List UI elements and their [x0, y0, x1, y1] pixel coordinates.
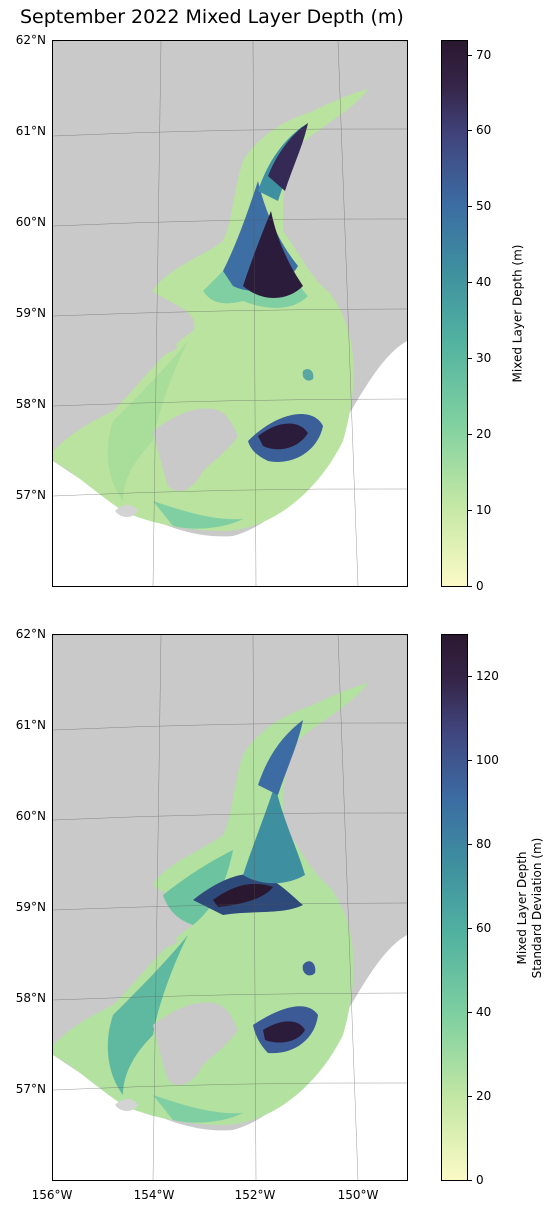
colorbar-tick-label: 50: [476, 199, 492, 213]
lat-label: 58°N: [15, 397, 46, 411]
colorbar-title-bottom: Mixed Layer Depth Standard Deviation (m): [515, 823, 545, 993]
colorbar-bottom: [441, 634, 468, 1181]
lat-label: 57°N: [15, 488, 46, 502]
lat-label: 61°N: [15, 718, 46, 732]
colorbar-title-line1: Mixed Layer Depth: [515, 851, 529, 965]
colorbar-tick-label: 40: [476, 1005, 492, 1019]
colorbar-tick-label: 120: [476, 669, 499, 683]
map-svg-bottom: [53, 635, 407, 1180]
colorbar-tick-label: 0: [476, 1173, 484, 1187]
map-svg-top: [53, 41, 407, 586]
lat-label: 60°N: [15, 809, 46, 823]
colorbar-tick-label: 10: [476, 503, 492, 517]
colorbar-tick-label: 0: [476, 579, 484, 593]
outside-domain-bottom: [53, 935, 407, 1180]
lat-label: 57°N: [15, 1082, 46, 1096]
colorbar-top: [441, 40, 468, 587]
colorbar-tick-label: 80: [476, 837, 492, 851]
lon-label: 152°W: [234, 1188, 276, 1202]
mld-std-field-bottom: [53, 683, 368, 1125]
figure-title: September 2022 Mixed Layer Depth (m): [20, 6, 404, 28]
colorbar-tick-label: 20: [476, 427, 492, 441]
lat-label: 62°N: [15, 627, 46, 641]
lat-label: 60°N: [15, 215, 46, 229]
land-islands-top: [115, 343, 238, 517]
colorbar-tick-label: 60: [476, 123, 492, 137]
graticule-bottom: [53, 635, 407, 1180]
lat-label: 62°N: [15, 33, 46, 47]
map-panel-bottom: [52, 634, 408, 1181]
lon-label: 150°W: [337, 1188, 379, 1202]
colorbar-tick-label: 20: [476, 1089, 492, 1103]
colorbar-tick-label: 30: [476, 351, 492, 365]
lon-label: 154°W: [133, 1188, 175, 1202]
outside-domain-top: [53, 341, 407, 586]
colorbar-tick-label: 70: [476, 48, 492, 62]
lat-label: 58°N: [15, 991, 46, 1005]
lat-label: 61°N: [15, 124, 46, 138]
lon-label: 156°W: [31, 1188, 73, 1202]
map-panel-top: [52, 40, 408, 587]
colorbar-title-top: Mixed Layer Depth (m): [510, 244, 525, 383]
colorbar-tick-label: 100: [476, 753, 499, 767]
lat-label: 59°N: [15, 306, 46, 320]
colorbar-tick-label: 40: [476, 275, 492, 289]
lat-label: 59°N: [15, 900, 46, 914]
graticule-top: [53, 41, 407, 586]
mld-field-top: [53, 89, 368, 531]
colorbar-title-line2: Standard Deviation (m): [530, 837, 544, 979]
land-islands-bottom: [115, 937, 238, 1111]
colorbar-tick-label: 60: [476, 921, 492, 935]
